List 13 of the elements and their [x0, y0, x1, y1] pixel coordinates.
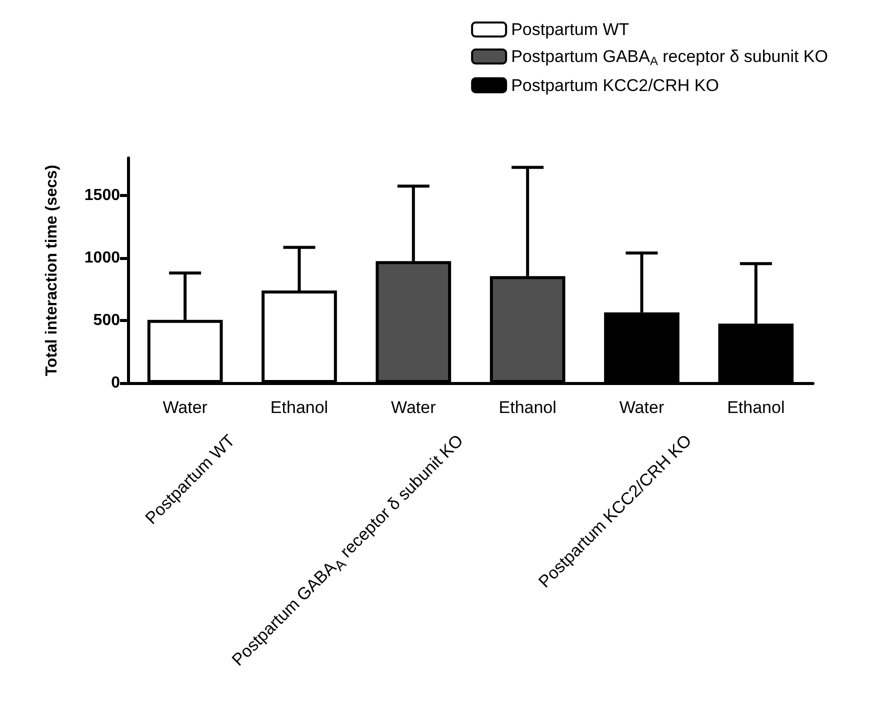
y-tick-label: 1000: [84, 250, 120, 266]
x-tick-label: Water: [162, 398, 208, 417]
y-tick-label: 0: [111, 374, 120, 392]
legend-label: Postpartum KCC2/CRH KO: [511, 76, 719, 95]
x-tick-label: Ethanol: [270, 398, 328, 417]
y-tick-label: 1500: [84, 187, 120, 204]
y-tick-label: 500: [93, 312, 120, 329]
x-tick-label: Water: [619, 398, 664, 417]
y-axis-title: Total interaction time (secs): [44, 164, 60, 376]
x-tick-label: Ethanol: [727, 398, 785, 417]
x-tick-label: Ethanol: [498, 398, 556, 417]
legend-label: Postpartum WT: [511, 20, 630, 39]
x-tick-label: Water: [391, 398, 436, 417]
